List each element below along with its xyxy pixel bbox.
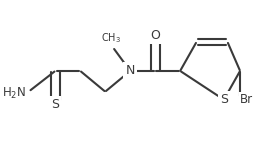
Text: S: S — [51, 98, 59, 111]
Text: N: N — [125, 64, 135, 77]
Text: H$_2$N: H$_2$N — [2, 86, 26, 101]
Text: CH$_3$: CH$_3$ — [101, 32, 121, 45]
Text: Br: Br — [240, 93, 253, 106]
Text: O: O — [150, 29, 160, 42]
Text: S: S — [220, 93, 228, 106]
